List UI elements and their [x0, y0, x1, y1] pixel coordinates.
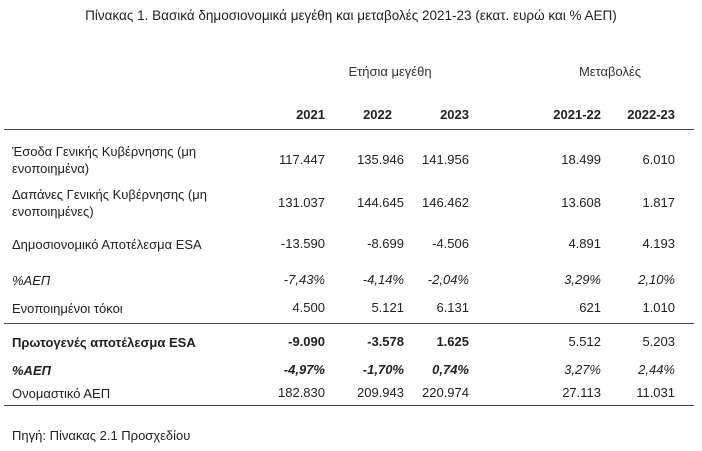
cell-2022-23: 5.203 [642, 334, 675, 349]
cell-2021: 182.830 [278, 385, 325, 400]
column-header-2022-23: 2022-23 [627, 107, 675, 122]
row-label: Έσοδα Γενικής Κυβέρνησης (μη ενοποιημένα… [12, 144, 197, 176]
cell-2022-23: 2,10% [638, 272, 675, 287]
cell-2023: -2,04% [427, 272, 469, 287]
cell-2021-22: 18.499 [561, 152, 601, 167]
cell-2021: -4,97% [283, 362, 325, 377]
cell-2023: 146.462 [422, 195, 469, 210]
cell-2023: 141.956 [422, 152, 469, 167]
cell-2022-23: 6.010 [642, 152, 675, 167]
row-label: Πρωτογενές αποτέλεσμα ESA [12, 335, 196, 350]
cell-2023: -4.506 [432, 236, 469, 251]
cell-2022: -4,14% [362, 272, 404, 287]
cell-2022-23: 1.010 [642, 300, 675, 315]
row-label: Δαπάνες Γενικής Κυβέρνησης (μη ενοποιημέ… [12, 187, 207, 219]
column-header-2021: 2021 [296, 107, 325, 122]
column-header-2023: 2023 [440, 107, 469, 122]
cell-2021: -7,43% [283, 272, 325, 287]
cell-2022-23: 1.817 [642, 195, 675, 210]
table-mid-rule [4, 323, 694, 324]
column-header-2022: 2022 [363, 107, 392, 122]
cell-2023: 0,74% [432, 362, 469, 377]
cell-2022: -1,70% [362, 362, 404, 377]
row-label: %ΑΕΠ [12, 363, 51, 378]
cell-2021: -9.090 [288, 334, 325, 349]
source-note: Πηγή: Πίνακας 2.1 Προσχεδίου [12, 428, 191, 443]
cell-2021: 131.037 [278, 195, 325, 210]
table-bottom-rule [4, 405, 694, 406]
cell-2021: -13.590 [280, 236, 325, 251]
cell-2022: 209.943 [357, 385, 404, 400]
group-header-changes: Μεταβολές [578, 64, 642, 79]
cell-2021-22: 27.113 [562, 385, 601, 400]
cell-2022-23: 2,44% [638, 362, 675, 377]
cell-2021: 4.500 [292, 300, 325, 315]
table-top-rule [4, 129, 694, 130]
row-label: %ΑΕΠ [12, 273, 51, 288]
cell-2021-22: 5.512 [568, 334, 601, 349]
row-label: Ενοποιημένοι τόκοι [12, 301, 123, 316]
cell-2022-23: 4.193 [642, 236, 675, 251]
row-label: Ονομαστικό ΑΕΠ [12, 386, 111, 401]
group-header-annual: Ετήσια μεγέθη [348, 64, 432, 79]
cell-2021-22: 3,29% [564, 272, 601, 287]
cell-2021-22: 621 [579, 300, 601, 315]
cell-2022: 144.645 [357, 195, 404, 210]
cell-2022: 5.121 [371, 300, 404, 315]
column-header-2021-22: 2021-22 [553, 107, 601, 122]
row-label: Δημοσιονομικό Αποτέλεσμα ESA [12, 237, 202, 252]
cell-2023: 6.131 [436, 300, 469, 315]
cell-2023: 220.974 [422, 385, 469, 400]
cell-2023: 1.625 [436, 334, 469, 349]
table-title: Πίνακας 1. Βασικά δημοσιονομικά μεγέθη κ… [85, 8, 617, 23]
cell-2021-22: 3,27% [564, 362, 601, 377]
cell-2021: 117.447 [278, 152, 325, 167]
cell-2022: -3.578 [367, 334, 404, 349]
cell-2022-23: 11.031 [636, 385, 675, 400]
cell-2022: 135.946 [357, 152, 404, 167]
cell-2021-22: 4.891 [568, 236, 601, 251]
cell-2022: -8.699 [367, 236, 404, 251]
cell-2021-22: 13.608 [561, 195, 601, 210]
